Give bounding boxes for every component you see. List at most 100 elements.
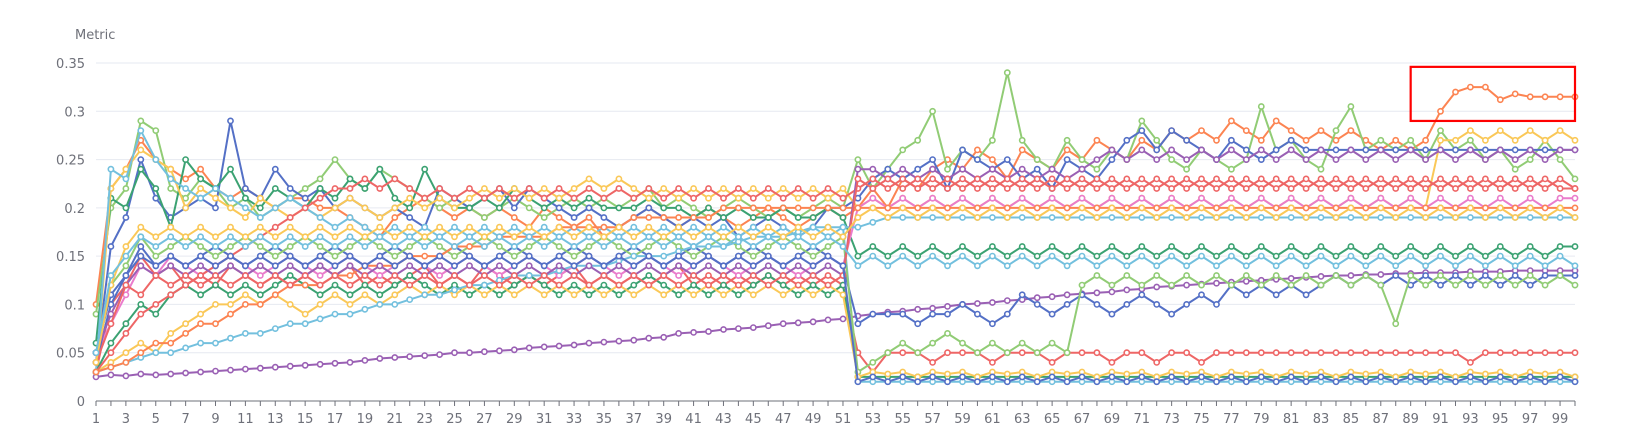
data-point	[1048, 204, 1056, 212]
data-point	[1108, 185, 1116, 192]
data-point	[809, 262, 817, 270]
data-point	[391, 291, 399, 299]
data-point	[316, 272, 324, 279]
data-point	[1526, 146, 1534, 154]
data-point	[600, 281, 608, 289]
data-point	[1063, 378, 1071, 386]
data-point	[1526, 281, 1534, 289]
series-line	[95, 177, 1576, 364]
data-point	[1407, 373, 1415, 381]
data-point	[1257, 146, 1265, 154]
data-point	[1571, 136, 1579, 144]
data-point	[555, 204, 563, 212]
x-tick-label: 9	[211, 412, 219, 427]
data-point	[1018, 146, 1026, 154]
data-point	[1452, 136, 1459, 144]
data-point	[1033, 185, 1041, 192]
data-point	[525, 344, 533, 352]
data-point	[630, 185, 638, 192]
data-point	[1317, 349, 1325, 357]
x-tick-label: 1	[92, 412, 100, 427]
data-point	[1437, 194, 1444, 202]
data-point	[1242, 156, 1250, 163]
data-point	[1482, 204, 1489, 212]
data-point	[1183, 214, 1190, 221]
data-point	[675, 252, 682, 260]
data-point	[376, 355, 384, 362]
data-point	[1242, 272, 1250, 279]
data-point	[1571, 175, 1579, 183]
data-point	[1168, 252, 1175, 260]
data-point	[809, 233, 817, 241]
data-point	[1153, 262, 1161, 270]
data-point	[735, 262, 742, 270]
data-point	[182, 262, 189, 270]
data-point	[1287, 252, 1295, 260]
data-point	[256, 194, 264, 202]
data-point	[1392, 252, 1400, 260]
data-point	[1168, 373, 1175, 381]
data-point	[286, 223, 294, 231]
data-point	[1048, 243, 1056, 250]
data-point	[869, 175, 877, 183]
data-point	[720, 185, 727, 192]
data-point	[286, 214, 294, 221]
data-point	[451, 233, 458, 241]
data-point	[480, 233, 488, 241]
data-point	[1407, 272, 1415, 279]
data-point	[1362, 349, 1370, 357]
data-point	[1048, 310, 1056, 318]
x-tick-label: 81	[1283, 412, 1300, 427]
data-point	[421, 223, 429, 231]
data-point	[510, 346, 518, 354]
data-point	[690, 194, 697, 202]
data-point	[495, 262, 503, 270]
data-point	[1496, 96, 1504, 104]
data-point	[1153, 175, 1161, 183]
data-point	[241, 214, 249, 221]
data-point	[436, 291, 443, 299]
data-point	[1138, 185, 1146, 192]
data-point	[630, 223, 638, 231]
data-point	[660, 281, 668, 289]
data-point	[645, 204, 653, 212]
data-point	[256, 272, 264, 279]
data-point	[1063, 252, 1071, 260]
data-point	[839, 204, 847, 212]
data-point	[1108, 194, 1116, 202]
data-point	[316, 233, 324, 241]
x-tick-label: 17	[327, 412, 344, 427]
data-point	[764, 252, 772, 260]
data-point	[974, 252, 981, 260]
data-point	[1347, 373, 1355, 381]
data-point	[167, 185, 175, 192]
series-line	[95, 129, 1576, 373]
data-point	[794, 272, 802, 279]
data-point	[227, 252, 234, 260]
data-point	[974, 185, 981, 192]
data-point	[167, 175, 175, 183]
data-point	[331, 291, 339, 299]
x-tick-label: 69	[1104, 412, 1121, 427]
data-point	[152, 300, 160, 308]
series-13	[92, 281, 1579, 381]
data-point	[854, 175, 862, 183]
data-point	[1123, 185, 1131, 192]
data-point	[241, 233, 249, 241]
data-point	[585, 243, 593, 250]
data-point	[1317, 146, 1325, 154]
data-point	[182, 156, 189, 163]
data-point	[585, 204, 593, 212]
data-point	[1302, 272, 1310, 279]
data-point	[675, 194, 682, 202]
data-point	[570, 243, 578, 250]
data-point	[1287, 194, 1295, 202]
x-tick-label: 25	[446, 412, 463, 427]
data-point	[914, 305, 922, 313]
data-point	[1347, 272, 1355, 279]
data-point	[1452, 175, 1459, 183]
data-point	[1168, 310, 1175, 318]
data-point	[645, 194, 653, 202]
x-tick-label: 49	[805, 412, 822, 427]
data-point	[466, 185, 473, 192]
